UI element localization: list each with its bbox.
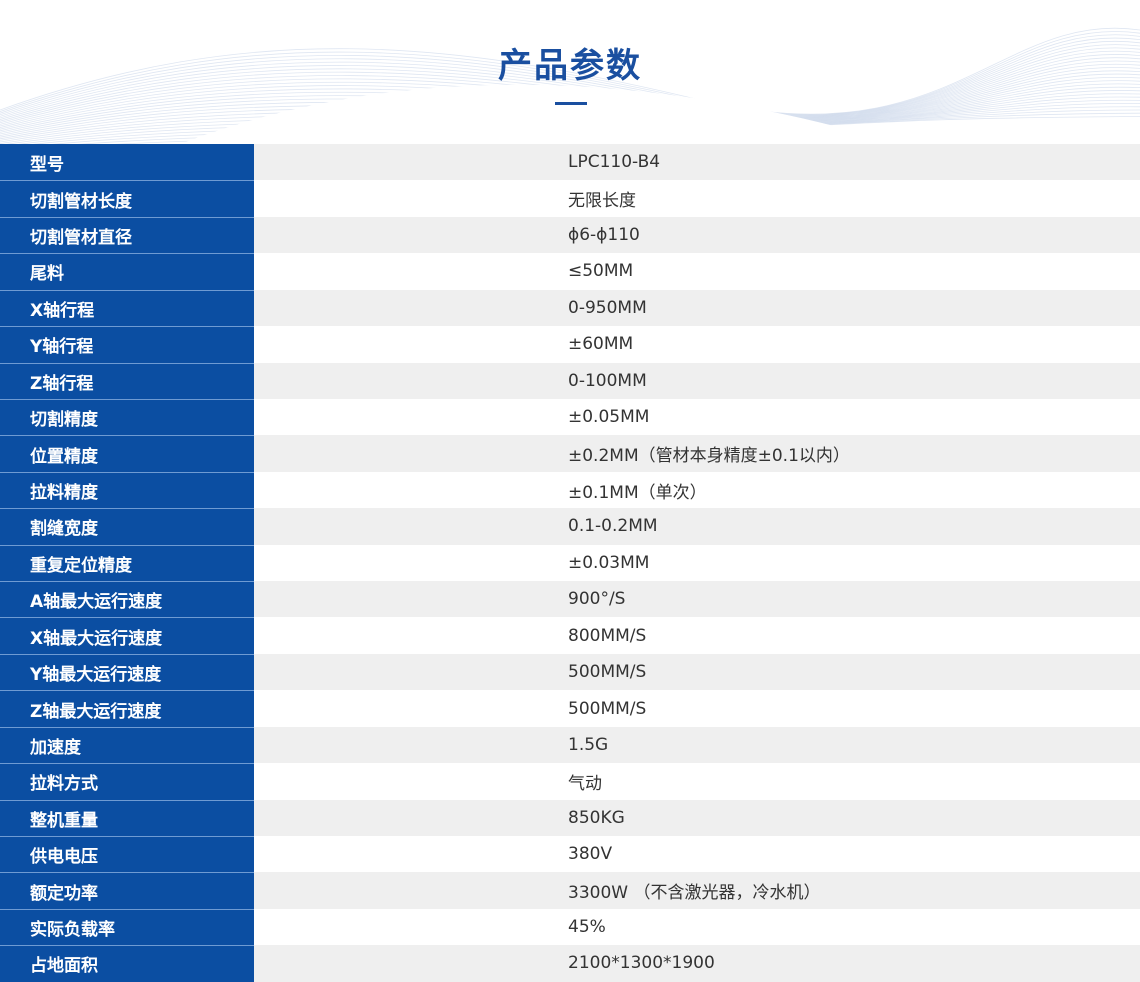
spec-label: Z轴行程 [0,362,254,399]
spec-label: Z轴最大运行速度 [0,690,254,727]
spec-label: X轴行程 [0,289,254,327]
wave-background [0,27,1140,144]
spec-row: X轴最大运行速度 800MM/S [0,617,1140,654]
spec-label: 拉料方式 [0,763,254,800]
spec-value: LPC110-B4 [254,144,1140,181]
spec-row: 型号 LPC110-B4 [0,144,1140,181]
spec-value: 500MM/S [254,653,1140,691]
spec-row: 尾料 ≤50MM [0,253,1140,290]
spec-label: A轴最大运行速度 [0,581,254,618]
spec-value: 380V [254,836,1140,873]
spec-label: 整机重量 [0,799,254,837]
spec-label: 型号 [0,144,254,181]
spec-value: 0-950MM [254,289,1140,327]
spec-value: 3300W （不含激光器，冷水机） [254,872,1140,909]
spec-label: 占地面积 [0,945,254,982]
spec-value: 45% [254,908,1140,946]
spec-label: 额定功率 [0,872,254,909]
spec-row: X轴行程 0-950MM [0,289,1140,327]
spec-value: 500MM/S [254,690,1140,727]
spec-value: ≤50MM [254,253,1140,290]
spec-value: 1.5G [254,726,1140,764]
spec-label: 割缝宽度 [0,508,254,545]
spec-row: A轴最大运行速度 900°/S [0,581,1140,618]
spec-value: 900°/S [254,581,1140,618]
spec-value: ±0.05MM [254,398,1140,436]
spec-label: 切割管材长度 [0,180,254,217]
header-banner: 产品参数 [0,0,1140,144]
spec-label: Y轴最大运行速度 [0,653,254,691]
spec-row: 占地面积 2100*1300*1900 [0,945,1140,982]
spec-value: ±0.1MM（单次） [254,471,1140,509]
spec-value: 800MM/S [254,617,1140,654]
spec-label: 尾料 [0,253,254,290]
title-underline [555,102,587,105]
spec-table: 型号 LPC110-B4 切割管材长度 无限长度 切割管材直径 ϕ6-ϕ110 尾料 ≤50M… [0,144,1140,982]
spec-row: 切割管材直径 ϕ6-ϕ110 [0,216,1140,254]
spec-row: Z轴行程 0-100MM [0,362,1140,399]
page-title: 产品参数 [498,46,642,86]
spec-label: 切割管材直径 [0,216,254,254]
spec-label: Y轴行程 [0,326,254,363]
spec-row: 重复定位精度 ±0.03MM [0,544,1140,582]
spec-label: 位置精度 [0,435,254,472]
spec-row: 加速度 1.5G [0,726,1140,764]
spec-value: ±60MM [254,326,1140,363]
spec-label: 拉料精度 [0,471,254,509]
spec-label: X轴最大运行速度 [0,617,254,654]
spec-value: 0.1-0.2MM [254,508,1140,545]
spec-row: 拉料精度 ±0.1MM（单次） [0,471,1140,509]
spec-value: ±0.2MM（管材本身精度±0.1以内） [254,435,1140,472]
spec-row: 切割精度 ±0.05MM [0,398,1140,436]
spec-label: 加速度 [0,726,254,764]
spec-row: 拉料方式 气动 [0,763,1140,800]
spec-label: 供电电压 [0,836,254,873]
spec-row: 位置精度 ±0.2MM（管材本身精度±0.1以内） [0,435,1140,472]
spec-row: 整机重量 850KG [0,799,1140,837]
spec-value: 无限长度 [254,180,1140,217]
spec-label: 重复定位精度 [0,544,254,582]
spec-row: Y轴行程 ±60MM [0,326,1140,363]
spec-row: 割缝宽度 0.1-0.2MM [0,508,1140,545]
spec-row: 额定功率 3300W （不含激光器，冷水机） [0,872,1140,909]
spec-value: 气动 [254,763,1140,800]
spec-value: ±0.03MM [254,544,1140,582]
spec-row: 供电电压 380V [0,836,1140,873]
spec-row: Z轴最大运行速度 500MM/S [0,690,1140,727]
spec-value: 0-100MM [254,362,1140,399]
spec-row: Y轴最大运行速度 500MM/S [0,653,1140,691]
spec-value: 850KG [254,799,1140,837]
spec-row: 切割管材长度 无限长度 [0,180,1140,217]
spec-row: 实际负载率 45% [0,908,1140,946]
spec-value: ϕ6-ϕ110 [254,216,1140,254]
spec-label: 切割精度 [0,398,254,436]
spec-value: 2100*1300*1900 [254,945,1140,982]
spec-label: 实际负载率 [0,908,254,946]
